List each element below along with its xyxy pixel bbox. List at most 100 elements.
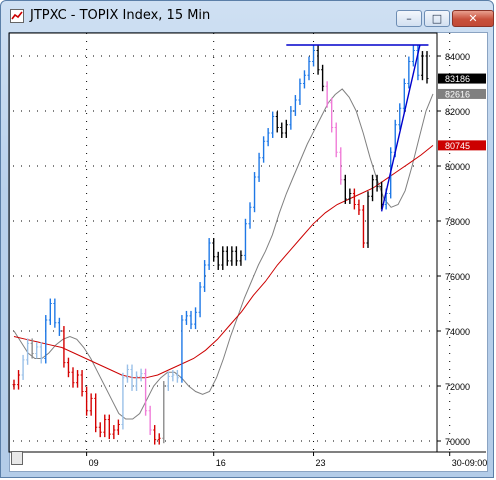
price-bar	[57, 317, 61, 336]
x-tick-label: 09	[89, 458, 99, 468]
price-bar	[398, 103, 402, 130]
price-bar	[312, 45, 316, 67]
plot-border	[8, 32, 438, 453]
price-bar	[39, 342, 43, 364]
y-tick-label: 82000	[445, 107, 470, 117]
price-bar	[98, 422, 102, 438]
maximize-button[interactable]: □	[424, 10, 450, 27]
y-tick-label: 84000	[445, 52, 470, 62]
x-tick-label: 16	[216, 458, 226, 468]
price-bar	[325, 81, 329, 108]
price-bar	[289, 106, 293, 130]
price-bar	[17, 370, 21, 390]
price-bar	[198, 282, 202, 318]
price-bar	[125, 364, 129, 383]
x-tick-label: 30-09:00	[452, 458, 487, 468]
price-bar	[280, 122, 284, 138]
price-bar	[89, 393, 93, 416]
price-bar	[171, 370, 175, 382]
price-bar	[293, 95, 297, 116]
y-tick-label: 78000	[445, 217, 470, 227]
price-bar	[266, 128, 270, 147]
price-bar	[221, 246, 225, 270]
price-bar	[180, 315, 184, 383]
price-bar	[411, 45, 415, 67]
price-bar	[407, 56, 411, 89]
app-icon	[10, 9, 24, 23]
chart-area	[9, 32, 488, 472]
price-bar	[144, 368, 148, 416]
price-bar	[402, 78, 406, 114]
price-bar	[257, 152, 261, 182]
ma-value-2-label: 80745	[445, 141, 470, 151]
price-bar	[339, 147, 343, 185]
price-bar	[189, 310, 193, 330]
price-bar	[184, 310, 188, 325]
price-bar	[216, 251, 220, 270]
trendline-up	[380, 44, 421, 212]
price-bar	[375, 174, 379, 192]
price-bar	[262, 136, 266, 163]
y-tick-label: 70000	[445, 437, 470, 447]
price-bar	[62, 326, 66, 368]
price-bar	[103, 414, 107, 438]
price-bar	[162, 381, 166, 444]
price-bar	[371, 174, 375, 202]
price-bar	[316, 45, 320, 75]
price-bar	[271, 111, 275, 138]
ma-value-1-label: 82616	[445, 89, 470, 99]
price-bar	[248, 202, 252, 229]
title-bar[interactable]: JTPXC - TOPIX Index, 15 Min – □ ✕	[1, 1, 495, 31]
price-bar	[66, 357, 70, 378]
price-bar	[302, 70, 306, 89]
price-bar	[157, 433, 161, 445]
price-bar	[243, 218, 247, 261]
price-bar	[230, 246, 234, 266]
y-tick-label: 72000	[445, 382, 470, 392]
price-bar	[53, 298, 57, 328]
price-bar	[116, 419, 120, 435]
y-tick-label: 76000	[445, 272, 470, 282]
price-bar	[420, 51, 424, 81]
price-bar	[239, 250, 243, 266]
price-bar	[366, 191, 370, 248]
price-bar	[12, 379, 16, 390]
price-bar	[212, 238, 216, 262]
price-bar	[284, 119, 288, 138]
price-bar	[130, 364, 134, 391]
price-bar	[194, 307, 198, 330]
price-chart[interactable]: 70000 72000 74000 76000 78000 80000 82000 84000…	[8, 31, 487, 471]
price-bar	[321, 64, 325, 92]
ma-value-1-box	[438, 88, 486, 99]
price-bar	[352, 188, 356, 210]
price-bar	[234, 246, 238, 266]
price-bar	[153, 425, 157, 445]
ma-line-1	[13, 88, 434, 420]
minimize-button[interactable]: –	[396, 10, 422, 27]
close-button[interactable]: ✕	[452, 10, 494, 27]
price-bar	[275, 111, 279, 133]
price-bar	[334, 122, 338, 158]
price-bar	[225, 246, 229, 266]
ma-value-2-box	[438, 140, 486, 151]
price-bar	[94, 393, 98, 433]
price-bar	[148, 405, 152, 435]
window-title: JTPXC - TOPIX Index, 15 Min	[30, 8, 211, 23]
price-bar	[139, 368, 143, 382]
price-bar	[85, 386, 89, 416]
price-bar	[112, 425, 116, 440]
price-bar	[71, 367, 75, 388]
chart-scroll-thumb[interactable]	[11, 451, 23, 465]
price-bar	[343, 174, 347, 204]
price-bar	[21, 354, 25, 380]
y-tick-label: 80000	[445, 162, 470, 172]
price-bar	[121, 372, 125, 430]
price-bar	[330, 97, 334, 133]
price-bar	[26, 338, 30, 365]
price-bar	[203, 260, 207, 292]
ma-line-2	[13, 145, 434, 379]
price-bar	[166, 371, 170, 391]
price-bar	[44, 315, 48, 364]
price-bar	[80, 370, 84, 397]
price-bar	[35, 342, 39, 359]
